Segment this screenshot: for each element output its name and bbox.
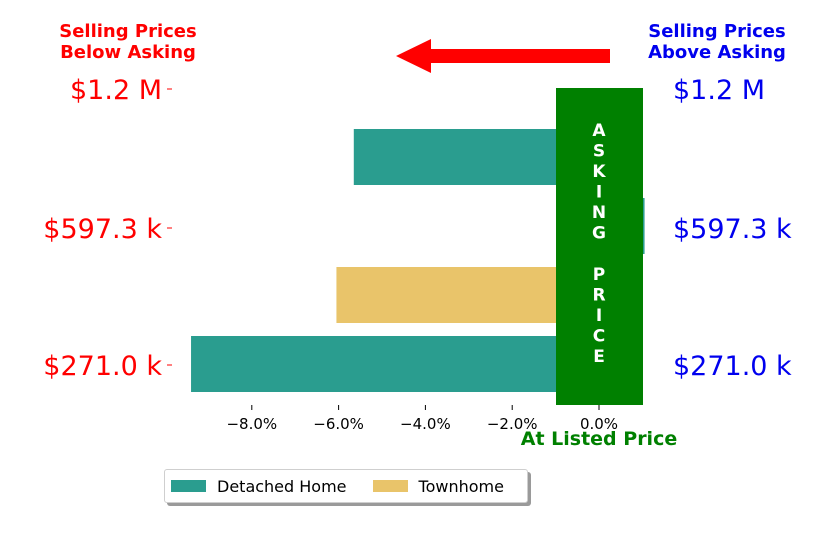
legend-label-detached: Detached Home <box>217 476 347 496</box>
x-tick-label: −2.0% <box>487 415 538 433</box>
price-letter: C <box>593 327 605 347</box>
price-letter: P <box>593 265 605 285</box>
asking-letter: K <box>592 162 606 182</box>
header-below-line1: Selling Prices <box>59 21 197 42</box>
legend-label-townhome: Townhome <box>418 476 504 496</box>
header-below-line2: Below Asking <box>60 42 196 63</box>
header-below-asking: Selling Prices Below Asking <box>28 21 228 63</box>
x-tick-label: −4.0% <box>400 415 451 433</box>
header-above-asking: Selling Prices Above Asking <box>617 21 817 63</box>
legend-swatch-detached <box>171 480 206 492</box>
legend: Detached Home Townhome <box>164 469 528 503</box>
legend-item-townhome: Townhome <box>372 476 504 496</box>
price-letter: I <box>596 306 602 326</box>
price-letter: E <box>593 347 605 367</box>
y-tick-label-right: $597.3 k <box>673 214 792 245</box>
x-tick-label: −6.0% <box>313 415 364 433</box>
header-above-line1: Selling Prices <box>648 21 786 42</box>
arrow-shaft <box>430 49 610 63</box>
y-tick-label-right: $271.0 k <box>673 351 792 382</box>
arrow-head <box>396 39 431 73</box>
header-above-line2: Above Asking <box>648 42 786 63</box>
asking-letter: G <box>592 224 606 244</box>
x-axis-label: At Listed Price <box>521 428 677 450</box>
bar-townhome-1 <box>336 267 599 323</box>
asking-letter: I <box>596 183 602 203</box>
asking-letter: S <box>593 142 605 162</box>
y-tick-label-right: $1.2 M <box>673 75 765 106</box>
legend-item-detached: Detached Home <box>171 477 347 496</box>
x-tick-label: −8.0% <box>226 415 277 433</box>
x-tick-label: 0.0% <box>580 415 618 433</box>
asking-price-block <box>556 88 643 405</box>
y-tick-label-left: $597.3 k <box>43 214 162 245</box>
legend-swatch-townhome <box>372 480 408 492</box>
asking-letter: N <box>592 203 606 223</box>
y-tick-label-left: $1.2 M <box>70 75 162 106</box>
bar-detached-2 <box>191 336 600 392</box>
price-letter: R <box>592 286 605 306</box>
y-tick-label-left: $271.0 k <box>43 351 162 382</box>
asking-letter: A <box>592 121 606 141</box>
